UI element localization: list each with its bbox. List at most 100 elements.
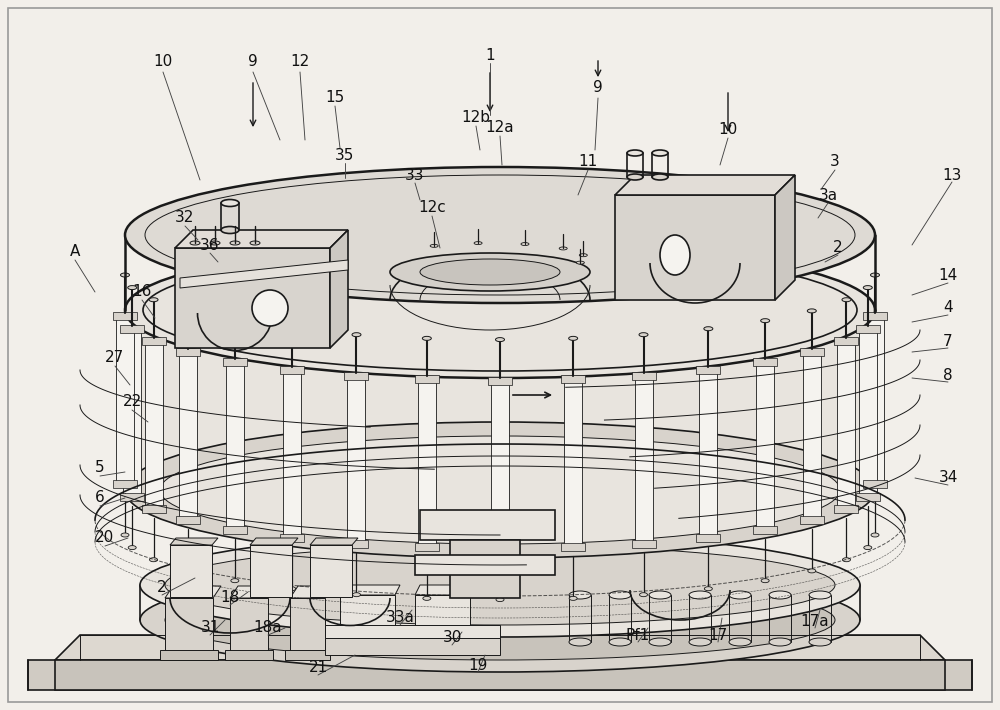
Text: 7: 7: [943, 334, 953, 349]
Text: 8: 8: [943, 368, 953, 383]
Ellipse shape: [128, 285, 137, 290]
Ellipse shape: [864, 545, 872, 550]
Ellipse shape: [660, 235, 690, 275]
Bar: [290, 598, 325, 653]
Ellipse shape: [221, 226, 239, 234]
Polygon shape: [834, 505, 858, 513]
Text: 3a: 3a: [818, 187, 838, 202]
Polygon shape: [123, 327, 141, 498]
Polygon shape: [775, 175, 795, 300]
Polygon shape: [837, 339, 855, 510]
Ellipse shape: [652, 150, 668, 156]
Text: 18a: 18a: [254, 621, 282, 635]
Text: 27: 27: [105, 351, 125, 366]
Bar: [160, 650, 218, 660]
Ellipse shape: [704, 586, 712, 591]
Polygon shape: [632, 371, 656, 380]
Polygon shape: [635, 375, 653, 545]
Polygon shape: [863, 480, 887, 488]
Ellipse shape: [569, 638, 591, 646]
Text: 1: 1: [485, 48, 495, 62]
Text: 15: 15: [325, 90, 345, 106]
Ellipse shape: [231, 579, 239, 583]
Text: 16: 16: [132, 285, 152, 300]
Ellipse shape: [689, 638, 711, 646]
Text: 3: 3: [830, 155, 840, 170]
Ellipse shape: [704, 327, 713, 331]
Ellipse shape: [729, 638, 751, 646]
Polygon shape: [116, 315, 134, 485]
Text: 33: 33: [405, 168, 425, 182]
Text: 9: 9: [248, 55, 258, 70]
Bar: [250, 545, 292, 597]
Polygon shape: [175, 248, 330, 348]
Polygon shape: [488, 545, 512, 552]
Polygon shape: [283, 368, 301, 539]
Text: 9: 9: [593, 80, 603, 96]
Ellipse shape: [128, 545, 136, 550]
Text: 13: 13: [942, 168, 962, 182]
Polygon shape: [488, 376, 512, 385]
Ellipse shape: [352, 333, 361, 337]
Ellipse shape: [390, 253, 590, 291]
Polygon shape: [176, 348, 200, 356]
Text: 4: 4: [943, 300, 953, 315]
Text: 5: 5: [95, 461, 105, 476]
Ellipse shape: [842, 558, 850, 562]
Ellipse shape: [496, 598, 504, 601]
Ellipse shape: [579, 253, 587, 257]
Polygon shape: [564, 378, 582, 548]
Text: 2: 2: [833, 241, 843, 256]
Ellipse shape: [165, 545, 835, 625]
Polygon shape: [113, 480, 137, 488]
Ellipse shape: [221, 200, 239, 207]
Ellipse shape: [870, 273, 880, 277]
Ellipse shape: [140, 533, 860, 637]
Text: 35: 35: [335, 148, 355, 163]
Polygon shape: [834, 337, 858, 345]
Polygon shape: [175, 230, 348, 248]
Polygon shape: [696, 534, 720, 542]
Ellipse shape: [474, 241, 482, 245]
Polygon shape: [142, 337, 166, 345]
Polygon shape: [330, 230, 348, 348]
Ellipse shape: [609, 591, 631, 599]
Ellipse shape: [287, 327, 296, 331]
Ellipse shape: [609, 638, 631, 646]
Text: 36: 36: [200, 238, 220, 253]
Polygon shape: [696, 366, 720, 373]
Text: 11: 11: [578, 155, 598, 170]
Polygon shape: [859, 327, 877, 498]
Ellipse shape: [569, 591, 591, 599]
Text: 21: 21: [308, 660, 328, 675]
Ellipse shape: [496, 337, 505, 342]
Polygon shape: [561, 543, 585, 552]
Ellipse shape: [576, 261, 584, 264]
Polygon shape: [800, 348, 824, 356]
Bar: [310, 545, 352, 597]
Ellipse shape: [871, 533, 879, 537]
Ellipse shape: [125, 422, 875, 558]
Ellipse shape: [808, 569, 816, 573]
Ellipse shape: [842, 297, 851, 302]
Polygon shape: [856, 493, 880, 501]
Text: Pf1: Pf1: [626, 628, 650, 643]
Polygon shape: [226, 361, 244, 530]
Polygon shape: [415, 585, 475, 595]
Polygon shape: [800, 516, 824, 524]
Bar: [165, 598, 213, 653]
Polygon shape: [125, 310, 875, 490]
Text: 19: 19: [468, 657, 488, 672]
Ellipse shape: [761, 579, 769, 583]
Polygon shape: [280, 534, 304, 542]
Ellipse shape: [559, 247, 567, 250]
Ellipse shape: [729, 591, 751, 599]
Polygon shape: [803, 351, 821, 521]
Polygon shape: [310, 538, 358, 545]
Ellipse shape: [125, 242, 875, 378]
Polygon shape: [632, 540, 656, 547]
Polygon shape: [176, 516, 200, 524]
Polygon shape: [170, 538, 218, 545]
Polygon shape: [418, 378, 436, 548]
Ellipse shape: [250, 241, 260, 245]
